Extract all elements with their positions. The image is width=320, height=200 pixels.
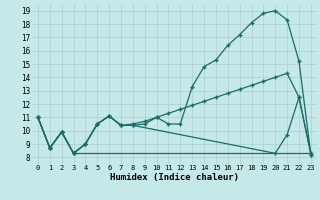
X-axis label: Humidex (Indice chaleur): Humidex (Indice chaleur) bbox=[110, 173, 239, 182]
